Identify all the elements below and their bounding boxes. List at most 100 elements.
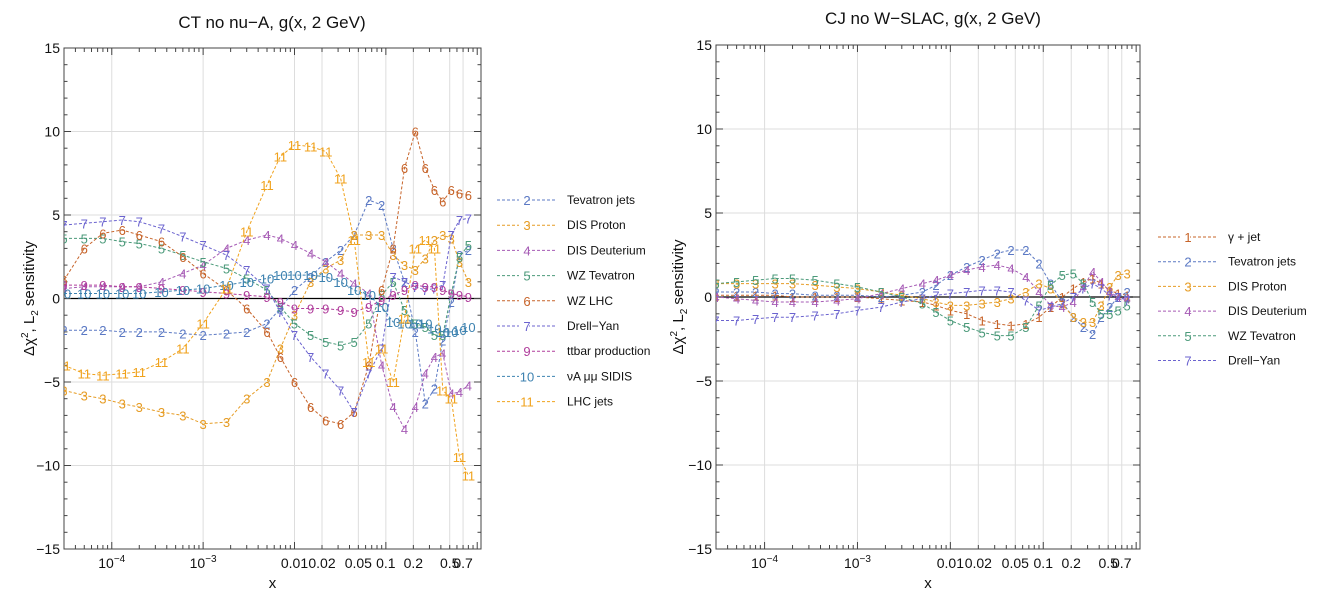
data-point-marker: 9 bbox=[389, 288, 396, 303]
data-point-marker: 1 bbox=[963, 307, 970, 322]
data-point-marker: 3 bbox=[947, 298, 954, 313]
data-point-marker: 2 bbox=[833, 288, 840, 303]
data-point-marker: 7 bbox=[60, 218, 67, 233]
data-point-marker: 2 bbox=[811, 288, 818, 303]
data-point-marker: 7 bbox=[1059, 297, 1066, 312]
data-point-marker: 7 bbox=[179, 230, 186, 245]
y-tick-label: 5 bbox=[52, 207, 60, 223]
legend-label: DIS Proton bbox=[567, 218, 626, 232]
data-point-marker: 1 bbox=[811, 290, 818, 305]
data-point-marker: 1 bbox=[1022, 317, 1029, 332]
data-point-marker: 9 bbox=[412, 278, 419, 293]
data-point-marker: 3 bbox=[322, 261, 329, 276]
data-point-marker: 5 bbox=[1022, 320, 1029, 335]
data-point-marker: 1 bbox=[947, 303, 954, 318]
data-point-marker: 9 bbox=[465, 290, 472, 305]
data-point-marker: 3 bbox=[277, 342, 284, 357]
x-tick-label: 0.5 bbox=[1098, 555, 1118, 571]
y-tick-label: 0 bbox=[52, 291, 60, 307]
data-point-marker: 5 bbox=[1007, 329, 1014, 344]
data-point-marker: 7 bbox=[979, 283, 986, 298]
data-point-marker: 4 bbox=[448, 387, 455, 402]
legend-marker-bg bbox=[519, 369, 535, 384]
data-point-marker: 1 bbox=[1007, 319, 1014, 334]
chart-title: CJ no W−SLAC, g(x, 2 GeV) bbox=[825, 9, 1041, 28]
legend-marker: 4 bbox=[1184, 304, 1191, 319]
data-point-marker: 3 bbox=[1007, 292, 1014, 307]
data-point-marker: 4 bbox=[854, 292, 861, 307]
data-point-marker: 9 bbox=[401, 283, 408, 298]
data-point-marker: 2 bbox=[1007, 243, 1014, 258]
series-line bbox=[64, 129, 469, 425]
data-point-marker: 9 bbox=[365, 300, 372, 315]
data-point-marker: 3 bbox=[1124, 266, 1131, 281]
data-point-marker: 11 bbox=[375, 342, 389, 357]
series-line bbox=[716, 249, 1128, 335]
data-point-marker: 3 bbox=[158, 405, 165, 420]
data-point-marker: 11 bbox=[57, 358, 71, 373]
data-point-marker: 11 bbox=[445, 392, 459, 407]
legend-item: 10 νA μμ SIDIS bbox=[497, 369, 632, 384]
data-point-marker: 7 bbox=[712, 314, 719, 329]
data-point-marker: 4 bbox=[179, 266, 186, 281]
data-point-marker: 7 bbox=[351, 405, 358, 420]
data-point-marker: 6 bbox=[81, 241, 88, 256]
data-point-marker: 11 bbox=[386, 375, 400, 390]
y-tick-label: −10 bbox=[36, 458, 60, 474]
legend-marker-bg bbox=[519, 268, 529, 283]
series-line bbox=[716, 264, 1128, 308]
data-point-marker: 11 bbox=[78, 367, 92, 382]
data-point-marker: 2 bbox=[179, 327, 186, 342]
data-point-marker: 10 bbox=[452, 323, 466, 338]
legend-marker: 5 bbox=[523, 269, 530, 284]
legend-marker-bg bbox=[519, 344, 529, 359]
data-point-marker: 6 bbox=[243, 302, 250, 317]
data-point-marker: 3 bbox=[337, 253, 344, 268]
data-point-marker: 5 bbox=[994, 329, 1001, 344]
data-point-marker: 3 bbox=[200, 417, 207, 432]
data-point-marker: 3 bbox=[1070, 310, 1077, 325]
data-point-marker: 11 bbox=[96, 368, 110, 383]
data-point-marker: 2 bbox=[389, 241, 396, 256]
data-point-marker: 5 bbox=[1115, 303, 1122, 318]
data-point-marker: 6 bbox=[291, 375, 298, 390]
data-point-marker: 5 bbox=[456, 250, 463, 265]
legend-label: γ + jet bbox=[1228, 230, 1261, 244]
data-point-marker: 5 bbox=[422, 320, 429, 335]
data-point-marker: 5 bbox=[263, 283, 270, 298]
data-point-marker: 4 bbox=[243, 233, 250, 248]
data-point-marker: 1 bbox=[898, 293, 905, 308]
data-point-marker: 3 bbox=[898, 288, 905, 303]
data-point-marker: 5 bbox=[1035, 298, 1042, 313]
data-point-marker: 2 bbox=[337, 243, 344, 258]
data-point-marker: 3 bbox=[1080, 315, 1087, 330]
data-point-marker: 9 bbox=[200, 285, 207, 300]
data-point-marker: 5 bbox=[1098, 307, 1105, 322]
legend-item: 7 Drell−Yan bbox=[1158, 353, 1280, 369]
data-point-marker: 4 bbox=[136, 280, 143, 295]
data-point-marker: 2 bbox=[733, 285, 740, 300]
data-point-marker: 4 bbox=[431, 350, 438, 365]
data-point-marker: 3 bbox=[1059, 297, 1066, 312]
data-point-marker: 4 bbox=[1124, 292, 1131, 307]
data-point-marker: 7 bbox=[99, 215, 106, 230]
data-point-marker: 5 bbox=[733, 275, 740, 290]
data-point-marker: 5 bbox=[878, 285, 885, 300]
data-point-marker: 10 bbox=[115, 286, 129, 301]
data-point-marker: 7 bbox=[919, 292, 926, 307]
data-point-marker: 9 bbox=[81, 278, 88, 293]
data-point-marker: 3 bbox=[789, 277, 796, 292]
data-point-marker: 5 bbox=[772, 272, 779, 287]
data-point-marker: 9 bbox=[99, 278, 106, 293]
series-line bbox=[716, 272, 1128, 337]
data-point-marker: 4 bbox=[1059, 300, 1066, 315]
x-tick-label: 0.02 bbox=[308, 555, 335, 571]
data-point-marker: 2 bbox=[322, 255, 329, 270]
data-point-marker: 3 bbox=[1089, 315, 1096, 330]
series-line bbox=[64, 144, 469, 476]
